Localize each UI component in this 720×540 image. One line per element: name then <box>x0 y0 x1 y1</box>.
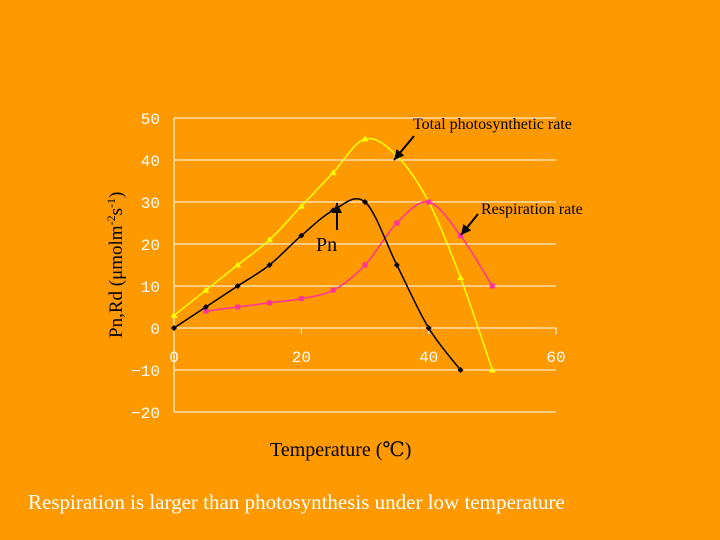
y-tick-label: 50 <box>141 111 160 129</box>
point-pn <box>457 367 464 373</box>
annotations: Total photosynthetic rate Respiration ra… <box>316 116 583 256</box>
series-line-respiration <box>205 201 493 312</box>
x-tick-label: 20 <box>292 349 311 367</box>
series-line-pn <box>173 197 462 371</box>
y-tick-label: −10 <box>131 363 160 381</box>
point-total <box>170 311 178 318</box>
point-total <box>202 286 210 293</box>
point-total <box>329 169 337 176</box>
x-tick-label: 0 <box>169 349 179 367</box>
arrow-respiration <box>460 213 479 236</box>
y-axis-label-mid: s <box>106 208 127 215</box>
point-pn <box>234 283 241 289</box>
point-total <box>488 366 496 373</box>
point-pn <box>171 325 177 331</box>
point-respiration <box>235 304 241 310</box>
point-respiration <box>203 308 209 314</box>
point-respiration <box>362 262 368 268</box>
point-respiration <box>458 233 463 239</box>
point-pn <box>393 262 400 268</box>
y-axis-label-sup1: -2 <box>104 215 118 225</box>
annotation-total-photosynthetic-rate: Total photosynthetic rate <box>413 116 572 133</box>
point-pn <box>425 325 432 331</box>
y-axis-label: Pn,Rd (μmolm-2s-1) <box>104 192 127 338</box>
y-tick-label: 40 <box>141 153 160 171</box>
point-respiration <box>267 300 272 306</box>
point-pn <box>362 199 368 205</box>
point-total <box>266 236 273 243</box>
point-respiration <box>330 287 336 293</box>
point-respiration <box>489 283 495 289</box>
annotation-pn: Pn <box>316 234 337 256</box>
annotation-respiration-rate: Respiration rate <box>481 201 583 218</box>
point-respiration <box>298 296 304 302</box>
point-total <box>361 135 369 142</box>
series-layer <box>170 135 496 373</box>
series-line-total <box>173 137 494 371</box>
x-tick-label: 40 <box>419 349 438 367</box>
y-axis-label-main: Pn,Rd (μmolm <box>106 225 127 338</box>
y-tick-label: 20 <box>141 237 160 255</box>
point-total <box>457 274 464 281</box>
axes: 50 40 30 20 10 0 −10 −20 0 20 40 60 <box>131 111 565 423</box>
point-total <box>234 261 242 268</box>
point-pn <box>298 232 305 239</box>
y-tick-label: 30 <box>141 195 160 213</box>
y-tick-label: 0 <box>150 321 160 339</box>
point-respiration <box>426 199 432 205</box>
y-tick-label: 10 <box>141 279 160 297</box>
y-axis-label-end: ) <box>106 192 127 198</box>
point-pn <box>202 304 209 310</box>
point-total <box>297 202 305 209</box>
x-tick-label: 60 <box>546 349 565 367</box>
y-axis-label-sup2: -1 <box>104 198 118 208</box>
arrow-total <box>393 135 415 161</box>
caption: Respiration is larger than photosynthesi… <box>28 490 565 514</box>
point-pn <box>266 262 273 268</box>
x-axis-label: Temperature (℃) <box>270 439 411 461</box>
point-respiration <box>394 220 400 226</box>
arrow-pn <box>332 203 342 230</box>
y-tick-label: −20 <box>131 405 160 423</box>
